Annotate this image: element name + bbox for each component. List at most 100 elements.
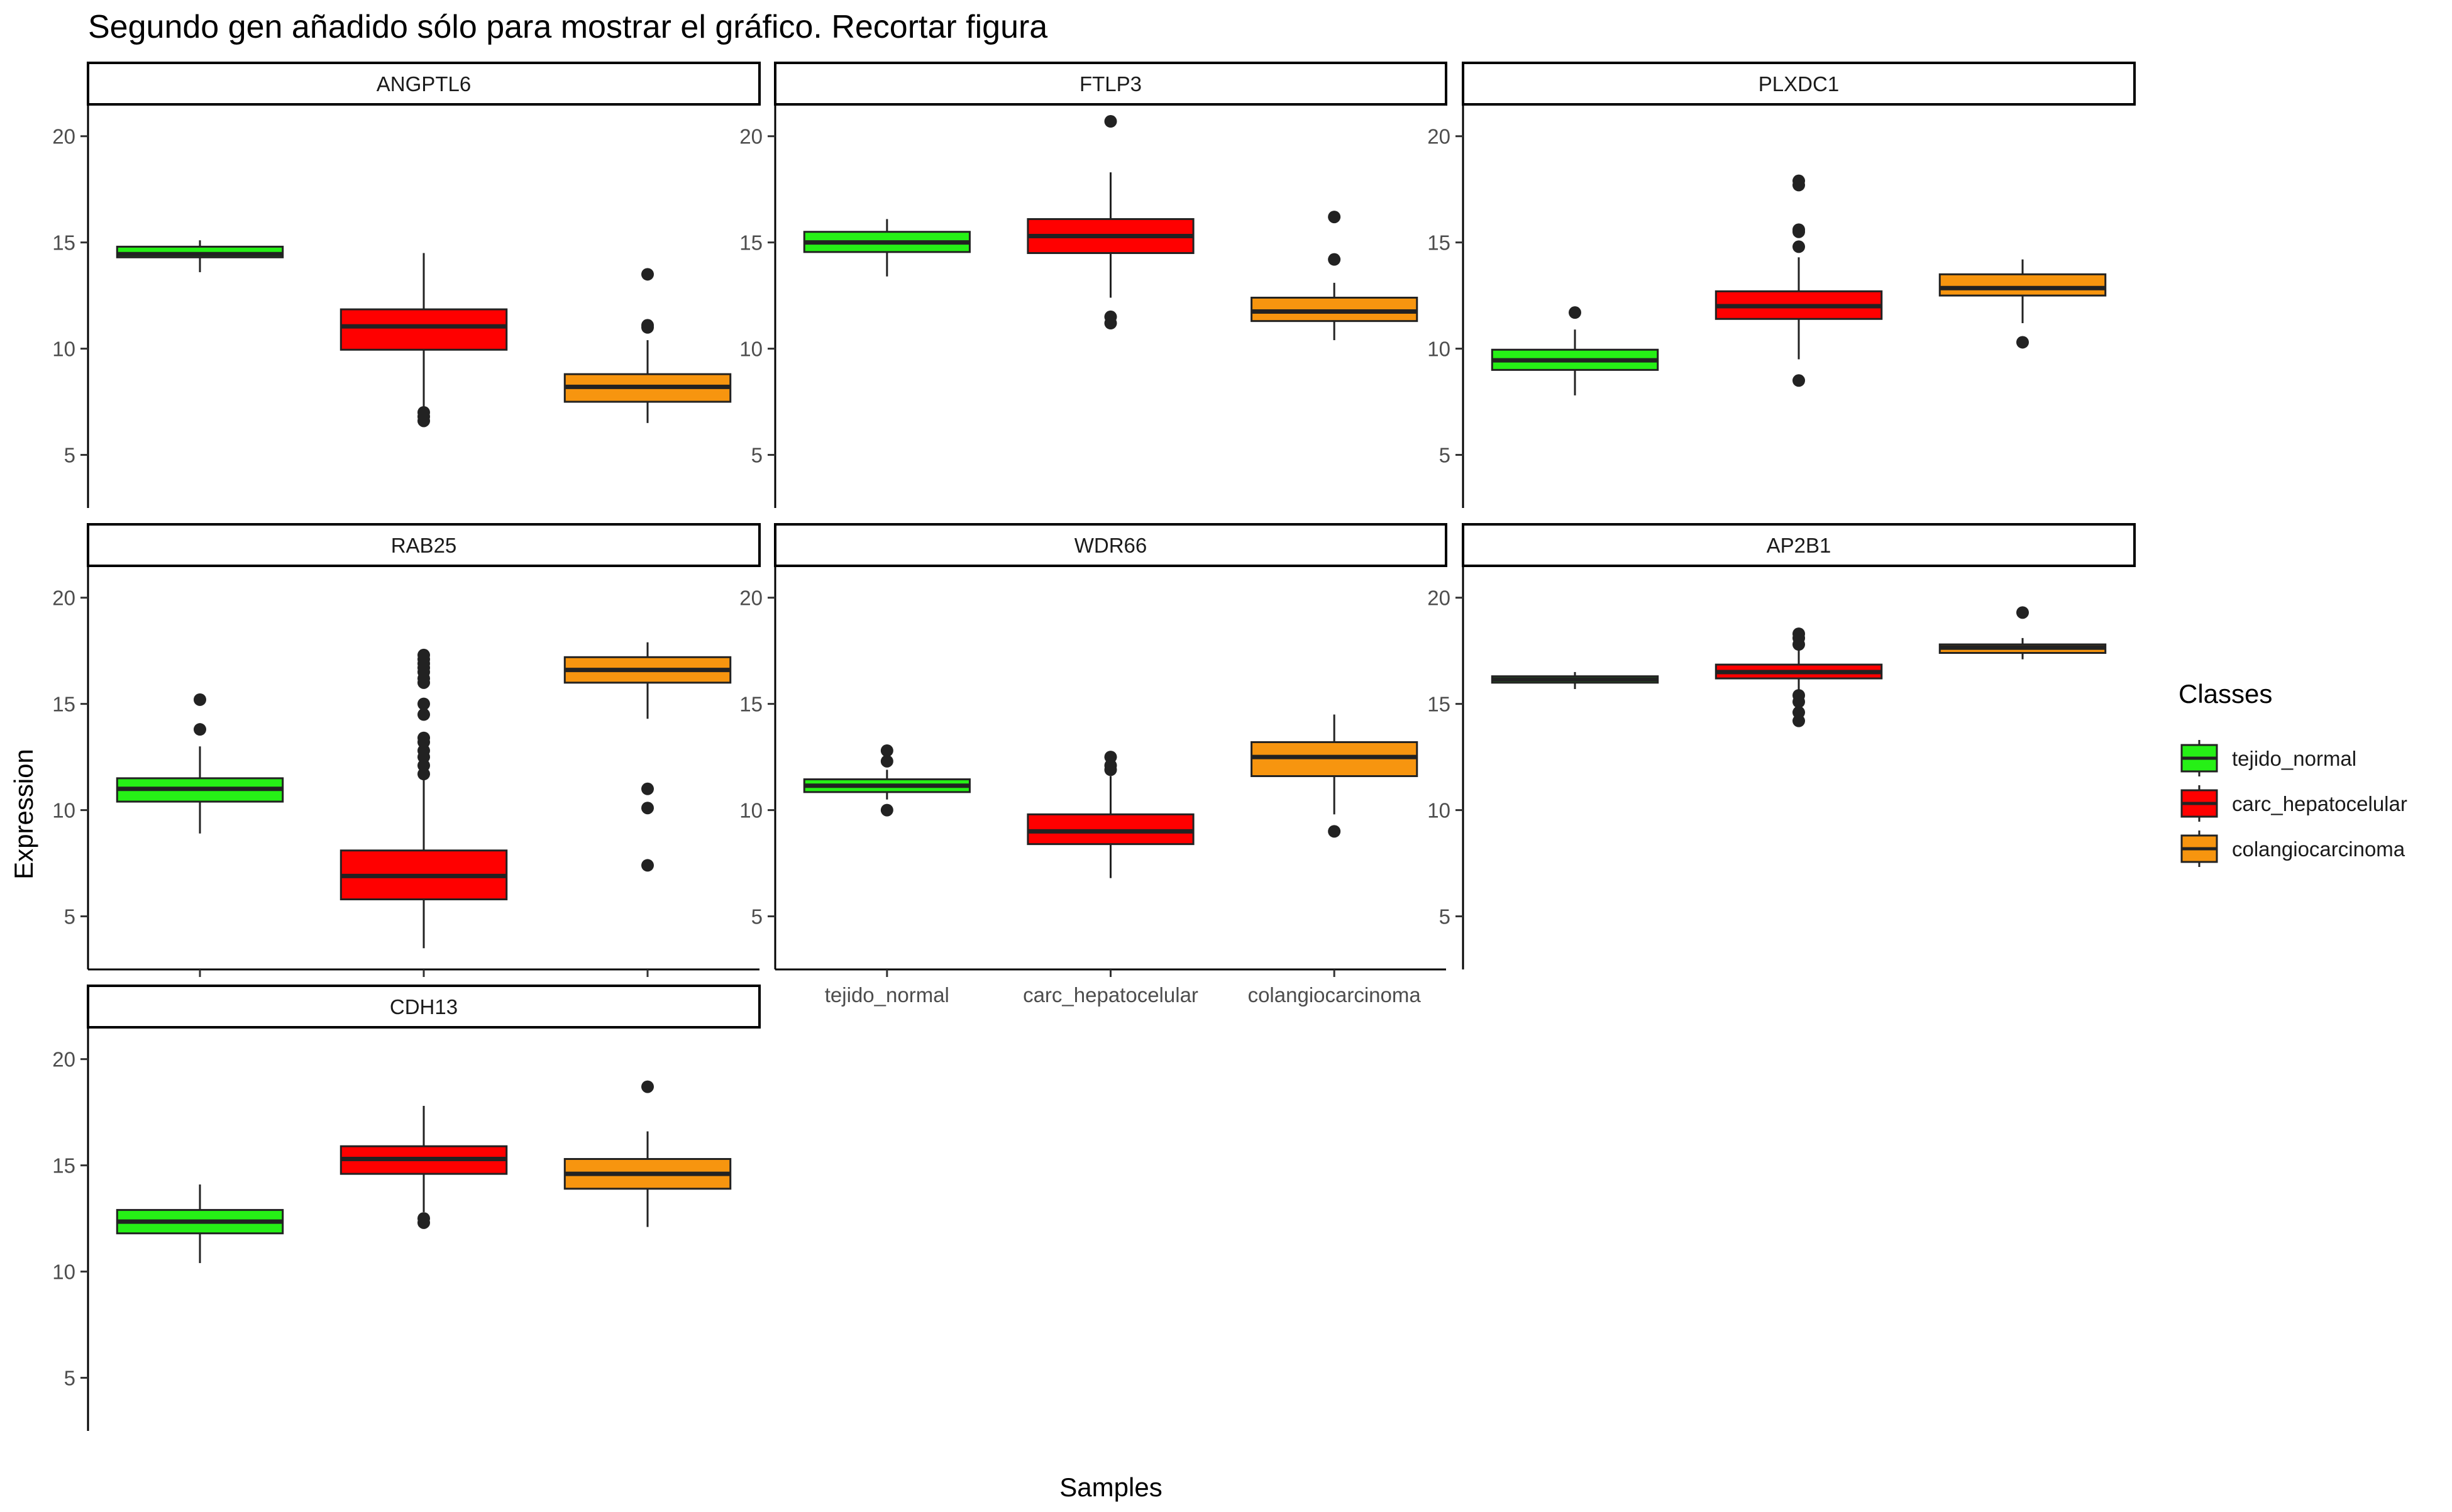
- outlier-point: [1792, 223, 1805, 236]
- outlier-point: [1792, 706, 1805, 719]
- box-cdh13-tejido-normal: [116, 1184, 284, 1264]
- outlier-point: [1104, 310, 1117, 323]
- y-tick-label: 15: [1427, 231, 1450, 255]
- legend-label-tejido-normal: tejido_normal: [2232, 747, 2356, 770]
- y-tick-label: 20: [52, 1048, 75, 1071]
- outlier-point: [1792, 374, 1805, 387]
- outlier-point: [641, 1080, 654, 1093]
- box-wdr66-tejido-normal: [803, 744, 971, 817]
- box-ap2b1-tejido-normal: [1491, 671, 1659, 689]
- panel-wdr66: WDR66 5 10 15 20 tejido_normal carc_hepatocelu…: [739, 523, 1447, 1007]
- box-wdr66-carc-hepatocelular: [1027, 751, 1195, 878]
- strip-label-ap2b1: AP2B1: [1767, 534, 1831, 557]
- y-tick-label: 20: [739, 587, 763, 610]
- box-angptl6-tejido-normal: [116, 240, 284, 272]
- legend-label-carc-hepatocelular: carc_hepatocelular: [2232, 792, 2407, 815]
- legend-title: Classes: [2179, 679, 2272, 709]
- y-tick-label: 15: [739, 693, 763, 716]
- outlier-point: [641, 319, 654, 332]
- strip-angptl6: [87, 62, 761, 106]
- outlier-point: [1569, 306, 1581, 319]
- y-tick-label: 5: [64, 905, 75, 929]
- x-tick-label-carc-hepatocelular: carc_hepatocelular: [1023, 983, 1198, 1007]
- outlier-point: [1792, 240, 1805, 253]
- legend-item-colangiocarcinoma: colangiocarcinoma: [2180, 830, 2405, 867]
- outlier-point: [417, 1212, 430, 1225]
- panel-cdh13: CDH13 5 10 15 20: [52, 985, 761, 1431]
- outlier-point: [1104, 115, 1117, 128]
- box-ftlp3-carc-hepatocelular: [1027, 115, 1195, 330]
- outlier-point: [641, 859, 654, 872]
- y-tick-label: 20: [739, 125, 763, 148]
- y-tick-label: 5: [751, 905, 763, 929]
- outlier-point: [1328, 825, 1341, 838]
- y-tick-label: 15: [1427, 693, 1450, 716]
- panel-rab25: RAB255101520tejido_normalcarc_hepatocelu…: [52, 523, 761, 1007]
- outlier-point: [194, 723, 206, 736]
- y-tick-label: 10: [52, 799, 75, 822]
- legend-item-carc-hepatocelular: carc_hepatocelular: [2180, 785, 2407, 822]
- y-axis-title: Expression: [9, 749, 38, 880]
- outlier-point: [880, 803, 893, 817]
- outlier-point: [417, 697, 430, 710]
- box-ftlp3-colangiocarcinoma: [1251, 211, 1418, 341]
- box-cdh13-colangiocarcinoma: [563, 1080, 732, 1227]
- y-tick-label: 10: [52, 338, 75, 361]
- strip-label-rab25: RAB25: [391, 534, 457, 557]
- box-cdh13-carc-hepatocelular: [340, 1106, 508, 1229]
- outlier-point: [880, 754, 893, 768]
- outlier-point: [417, 648, 430, 661]
- box-plxdc1-carc-hepatocelular: [1715, 174, 1883, 387]
- y-tick-label: 5: [64, 1367, 75, 1390]
- outlier-point: [1792, 174, 1805, 187]
- y-tick-label: 20: [1427, 125, 1450, 148]
- outlier-point: [2016, 336, 2029, 349]
- outlier-point: [417, 731, 430, 744]
- strip-label-ftlp3: FTLP3: [1080, 72, 1142, 96]
- outlier-point: [2016, 606, 2029, 619]
- panels-layer: ANGPTL6 5 10 15 20 FTLP3 5 10 15 20 PLXDC1 5 10 15 20 R…: [52, 62, 2136, 1431]
- x-axis-title: Samples: [1059, 1472, 1162, 1502]
- y-tick-label: 10: [739, 338, 763, 361]
- outlier-point: [1328, 253, 1341, 266]
- box-ap2b1-colangiocarcinoma: [1938, 606, 2107, 659]
- box-ap2b1-carc-hepatocelular: [1715, 627, 1883, 727]
- outlier-point: [1792, 627, 1805, 641]
- panel-ftlp3: FTLP3 5 10 15 20: [739, 62, 1447, 508]
- panel-angptl6: ANGPTL6 5 10 15 20: [52, 62, 761, 508]
- y-tick-label: 20: [52, 125, 75, 148]
- strip-label-plxdc1: PLXDC1: [1759, 72, 1839, 96]
- legend: Classes tejido_normal carc_hepatocelularc…: [2179, 679, 2407, 867]
- x-tick-label-tejido-normal: tejido_normal: [825, 983, 949, 1007]
- outlier-point: [641, 782, 654, 795]
- strip-ftlp3: [774, 62, 1447, 106]
- box-rab25-colangiocarcinoma: [563, 642, 732, 872]
- box-angptl6-carc-hepatocelular: [340, 253, 508, 428]
- strip-rab25: [87, 523, 761, 567]
- panel-plxdc1: PLXDC1 5 10 15 20: [1427, 62, 2136, 508]
- y-tick-label: 10: [1427, 799, 1450, 822]
- y-tick-label: 5: [1439, 444, 1450, 467]
- strip-ap2b1: [1462, 523, 2136, 567]
- outlier-point: [1792, 689, 1805, 702]
- box-body: [1938, 273, 2107, 297]
- box-angptl6-colangiocarcinoma: [563, 268, 732, 423]
- chart-title: Segundo gen añadido sólo para mostrar el…: [88, 9, 1047, 45]
- strip-wdr66: [774, 523, 1447, 567]
- y-tick-label: 15: [739, 231, 763, 255]
- y-tick-label: 10: [52, 1261, 75, 1284]
- y-tick-label: 20: [52, 587, 75, 610]
- outlier-point: [417, 406, 430, 419]
- strip-label-wdr66: WDR66: [1074, 534, 1147, 557]
- box-body: [340, 308, 508, 351]
- y-tick-label: 15: [52, 231, 75, 255]
- x-tick-label-colangiocarcinoma: colangiocarcinoma: [1248, 983, 1422, 1007]
- outlier-point: [880, 744, 893, 757]
- outlier-point: [1104, 751, 1117, 764]
- box-rab25-carc-hepatocelular: [340, 648, 508, 949]
- box-rab25-tejido-normal: [116, 693, 284, 834]
- outlier-point: [641, 802, 654, 815]
- box-plxdc1-colangiocarcinoma: [1938, 259, 2107, 349]
- strip-label-cdh13: CDH13: [390, 995, 458, 1018]
